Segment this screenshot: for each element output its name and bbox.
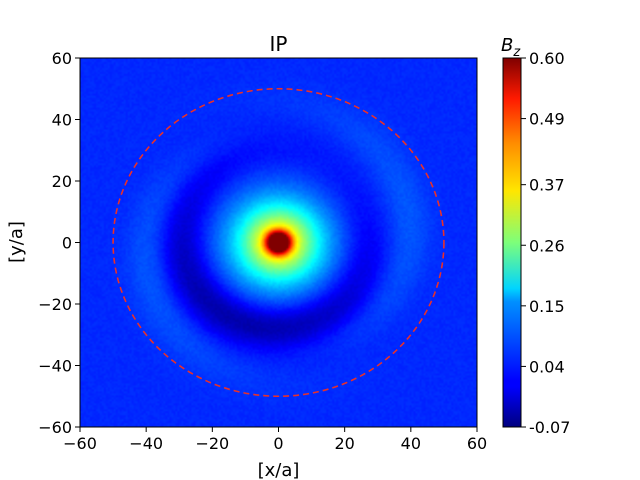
dashed-circle	[112, 87, 445, 398]
heatmap-area	[79, 57, 478, 428]
y-tick-label: 0	[62, 234, 72, 253]
colorbar-tick-label: 0.26	[529, 236, 565, 255]
x-tick-label: 60	[467, 434, 487, 453]
y-axis-label: [y/a]	[6, 221, 27, 263]
x-tick-label: −60	[63, 434, 97, 453]
colorbar-gradient	[502, 57, 522, 428]
y-tick-label: −60	[38, 418, 72, 437]
colorbar-label-main: B	[501, 35, 513, 56]
x-axis: −60 −40 −20 0 20 40 60	[63, 427, 487, 453]
y-tick-label: −20	[38, 295, 72, 314]
colorbar-tick-label: -0.07	[529, 418, 570, 437]
y-tick-label: −40	[38, 357, 72, 376]
x-tick-label: −20	[195, 434, 229, 453]
colorbar-tick-label: 0.15	[529, 297, 565, 316]
colorbar-ticks: -0.07 0.04 0.15 0.26 0.37 0.49 0.60	[521, 49, 570, 437]
x-tick-label: 20	[334, 434, 354, 453]
chart-title: IP	[270, 32, 288, 56]
colorbar-label-sub: z	[512, 45, 521, 60]
colorbar-tick-label: 0.37	[529, 176, 565, 195]
colorbar-label: Bz	[501, 35, 521, 60]
colorbar-tick-label: 0.04	[529, 357, 565, 376]
x-tick-label: 0	[273, 434, 283, 453]
x-axis-label: [x/a]	[258, 460, 300, 480]
colorbar: -0.07 0.04 0.15 0.26 0.37 0.49 0.60 Bz	[501, 35, 570, 437]
colorbar-tick-label: 0.49	[529, 110, 565, 129]
y-tick-label: 20	[52, 172, 72, 191]
y-tick-label: 60	[52, 49, 72, 68]
y-axis: −60 −40 −20 0 20 40 60	[38, 49, 80, 437]
heatmap-image	[80, 58, 477, 427]
colorbar-tick-label: 0.60	[529, 49, 565, 68]
x-tick-label: 40	[401, 434, 421, 453]
x-tick-label: −40	[129, 434, 163, 453]
y-tick-label: 40	[52, 111, 72, 130]
